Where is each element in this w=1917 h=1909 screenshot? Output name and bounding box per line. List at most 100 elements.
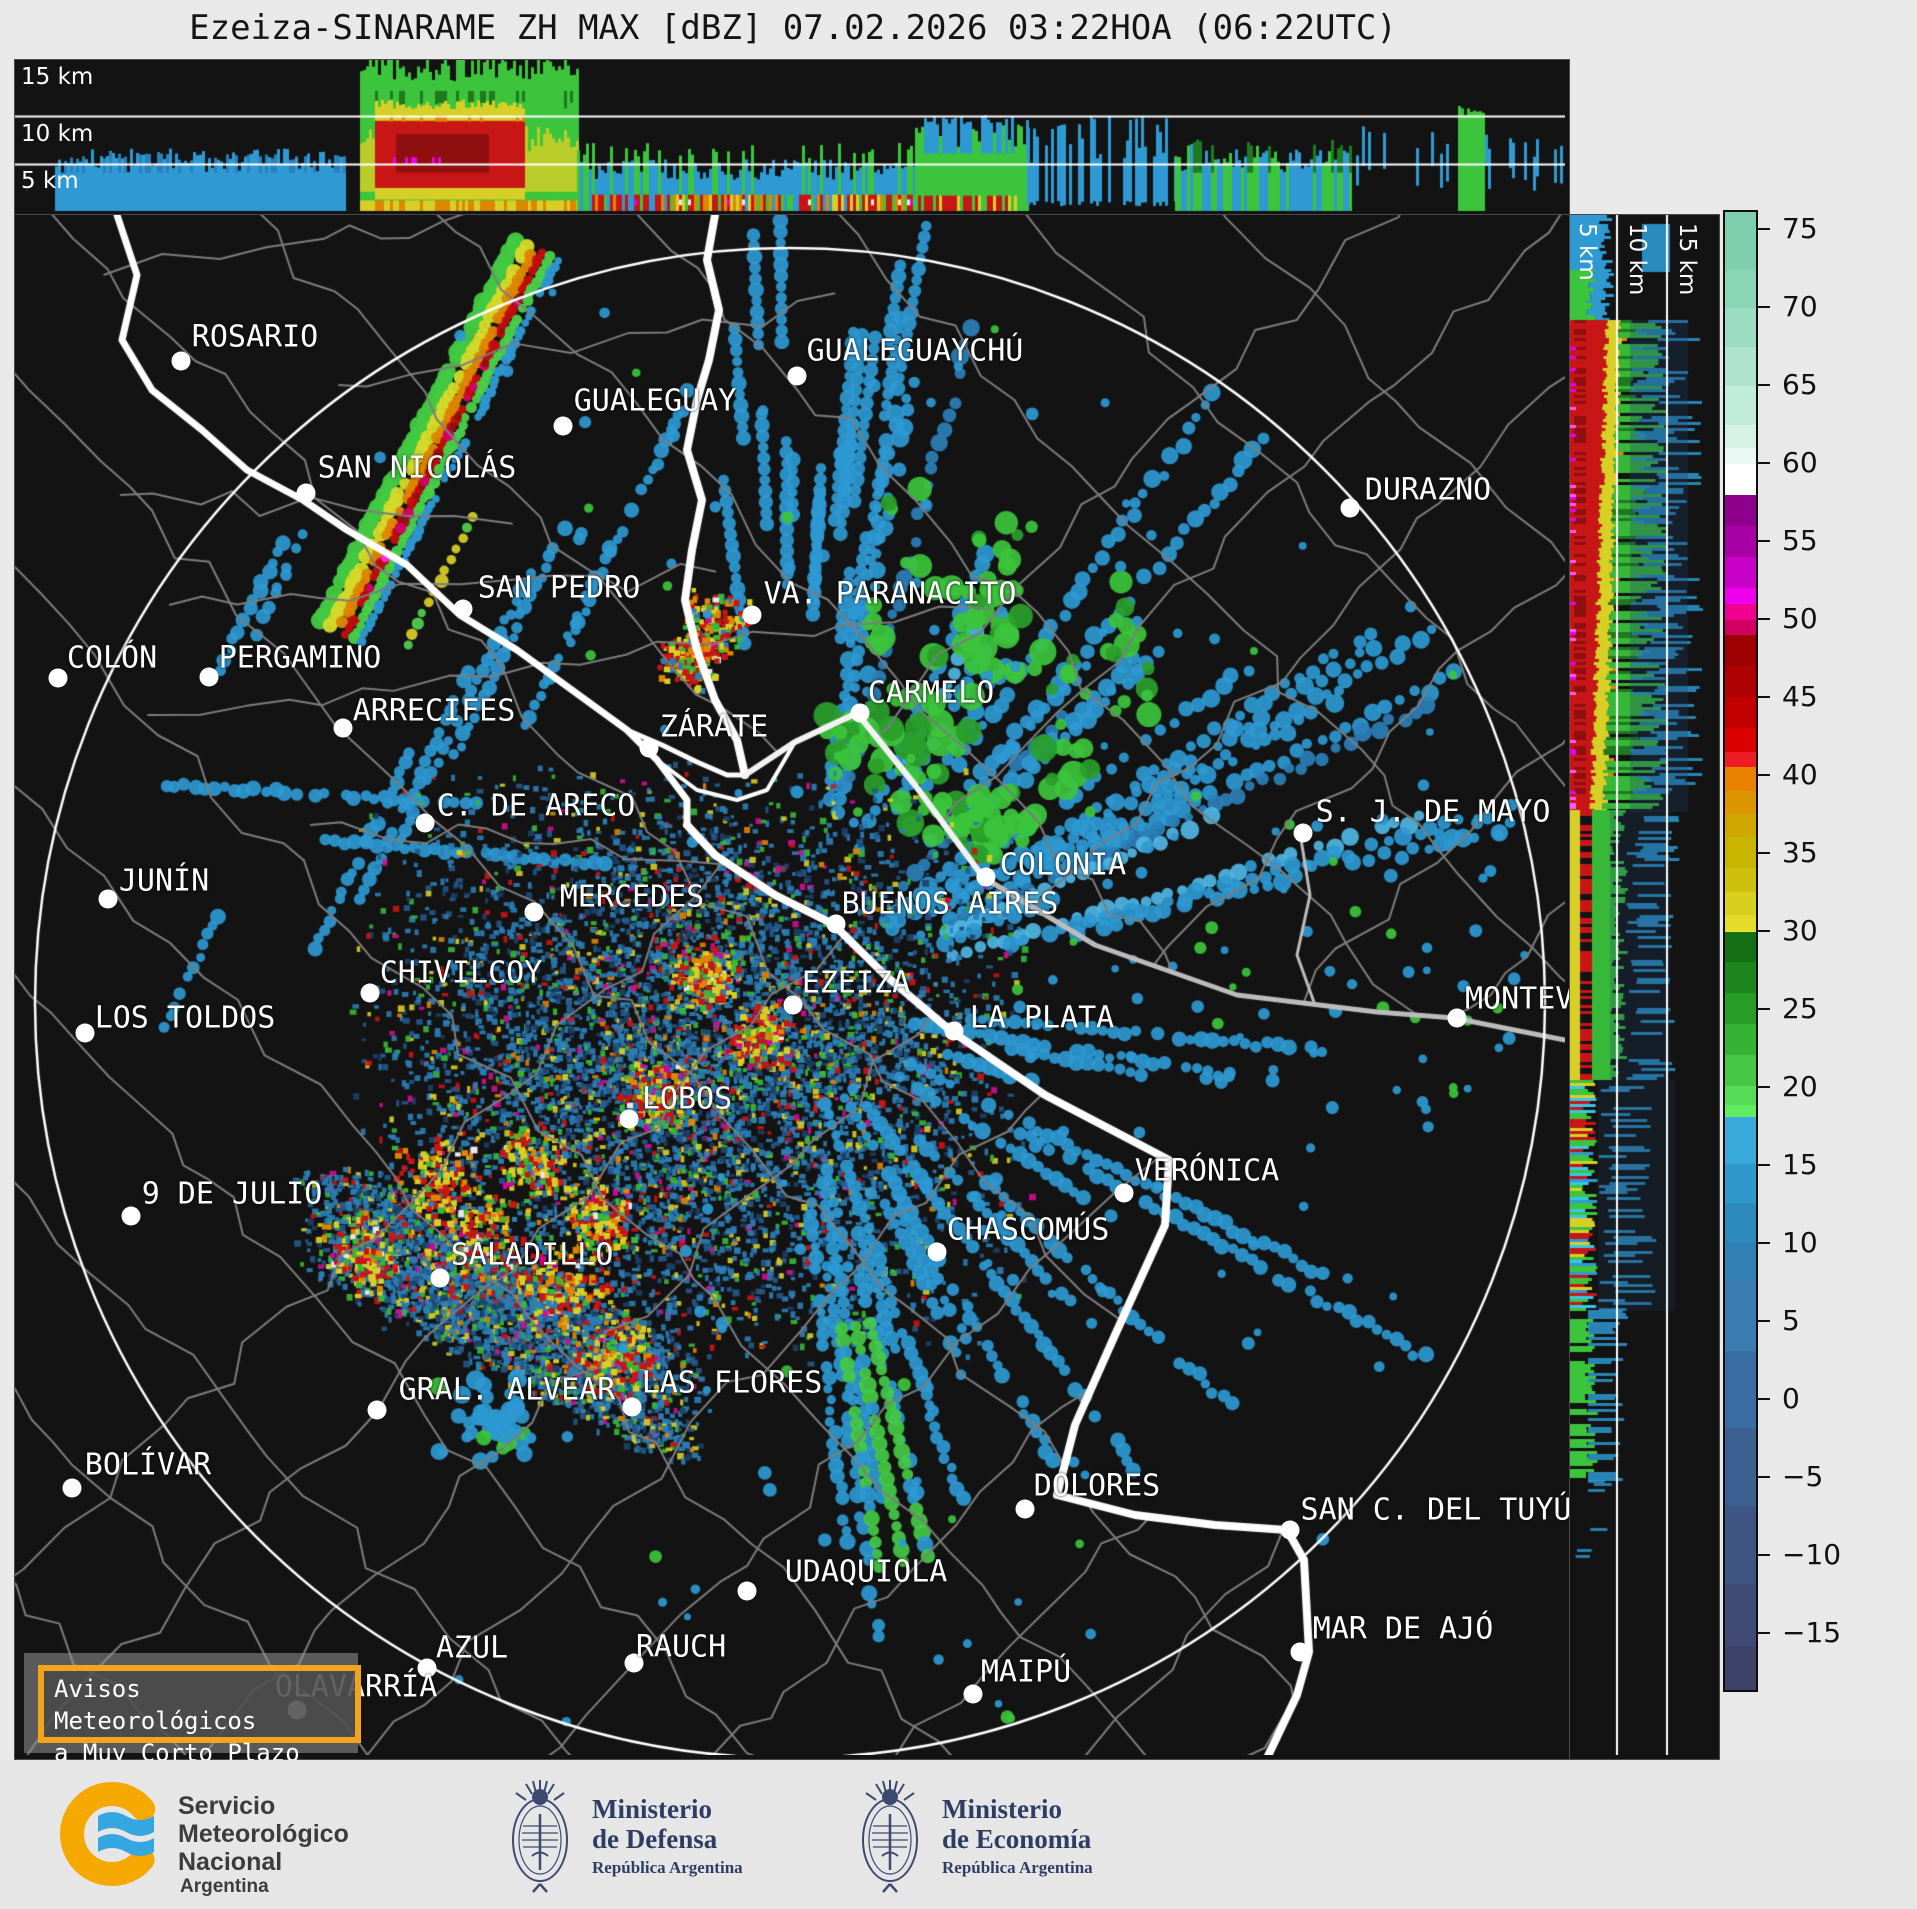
right-cross-section-panel: 5 km 10 km 15 km xyxy=(1569,214,1720,1760)
city-dot[interactable] xyxy=(453,599,473,619)
city-label: UDAQUIOLA xyxy=(784,1554,948,1590)
colorbar-tick-label: 20 xyxy=(1782,1069,1818,1103)
right-cross-section-canvas xyxy=(1570,215,1717,1755)
city-dot[interactable] xyxy=(360,983,380,1003)
colorbar-segment xyxy=(1725,697,1756,729)
city-dot[interactable] xyxy=(333,718,353,738)
city-dot[interactable] xyxy=(826,914,846,934)
smn-name-line4: Argentina xyxy=(180,1876,269,1897)
city-dot[interactable] xyxy=(624,1653,644,1673)
city-dot[interactable] xyxy=(944,1021,964,1041)
colorbar-segment xyxy=(1725,526,1756,558)
city-dot[interactable] xyxy=(199,667,219,687)
city-label: RAUCH xyxy=(635,1629,727,1665)
city-dot[interactable] xyxy=(1290,1642,1310,1662)
colorbar-tick-mark xyxy=(1758,1085,1770,1088)
colorbar-segment xyxy=(1725,992,1756,1024)
colorbar-tick-mark xyxy=(1758,227,1770,230)
defensa-coat-of-arms-icon xyxy=(512,1780,568,1893)
radar-map-canvas[interactable] xyxy=(15,215,1565,1755)
colorbar-segment xyxy=(1725,1583,1756,1647)
city-label: COLÓN xyxy=(66,640,158,676)
city-dot[interactable] xyxy=(1447,1008,1467,1028)
city-dot[interactable] xyxy=(1015,1499,1035,1519)
city-dot[interactable] xyxy=(417,1658,437,1678)
colorbar-tick-mark xyxy=(1758,1397,1770,1400)
city-label: S. J. DE MAYO xyxy=(1315,794,1551,830)
city-label: LA PLATA xyxy=(969,1000,1115,1036)
colorbar-segment xyxy=(1725,728,1756,752)
city-label: LOS TOLDOS xyxy=(94,1000,276,1036)
city-dot[interactable] xyxy=(1293,823,1313,843)
colorbar-segment xyxy=(1725,1117,1756,1164)
city-dot[interactable] xyxy=(75,1023,95,1043)
city-label: ZÁRATE xyxy=(659,709,769,745)
top-cross-section-canvas xyxy=(15,60,1565,212)
colorbar-segment xyxy=(1725,619,1756,636)
city-dot[interactable] xyxy=(927,1242,947,1262)
colorbar-tick-label: 30 xyxy=(1782,913,1818,947)
city-dot[interactable] xyxy=(62,1478,82,1498)
smn-name-line3: Nacional xyxy=(178,1848,283,1876)
city-dot[interactable] xyxy=(1280,1520,1300,1540)
colorbar-tick-label: 0 xyxy=(1782,1381,1800,1415)
colorbar-tick-mark xyxy=(1758,1163,1770,1166)
colorbar-segment xyxy=(1725,1506,1756,1584)
city-dot[interactable] xyxy=(415,813,435,833)
city-dot[interactable] xyxy=(850,703,870,723)
colorbar-tick-label: 10 xyxy=(1782,1225,1818,1259)
city-dot[interactable] xyxy=(783,995,803,1015)
colorbar-tick-label: −5 xyxy=(1782,1459,1824,1493)
city-dot[interactable] xyxy=(296,483,316,503)
city-label: COLONIA xyxy=(999,847,1127,883)
smn-name-line2: Meteorológico xyxy=(178,1820,349,1848)
city-dot[interactable] xyxy=(171,351,191,371)
colorbar-tick-mark xyxy=(1758,1007,1770,1010)
city-dot[interactable] xyxy=(367,1400,387,1420)
colorbar-segment xyxy=(1725,1202,1756,1242)
city-dot[interactable] xyxy=(1114,1183,1134,1203)
colorbar-tick-label: 15 xyxy=(1782,1147,1818,1181)
colorbar-tick-label: 55 xyxy=(1782,523,1818,557)
right-axis-label-5km: 5 km xyxy=(1574,223,1600,281)
colorbar-segment xyxy=(1725,868,1756,892)
city-dot[interactable] xyxy=(619,1109,639,1129)
city-dot[interactable] xyxy=(121,1206,141,1226)
city-label: JUNÍN xyxy=(118,863,210,899)
city-dot[interactable] xyxy=(976,867,996,887)
short-term-warnings-box[interactable]: Avisos Meteorológicos a Muy Corto Plazo xyxy=(38,1665,361,1767)
colorbar-tick-mark xyxy=(1758,851,1770,854)
city-dot[interactable] xyxy=(98,889,118,909)
city-dot[interactable] xyxy=(622,1397,642,1417)
colorbar-segment xyxy=(1725,1646,1756,1690)
colorbar-tick-label: 5 xyxy=(1782,1303,1800,1337)
colorbar-tick-mark xyxy=(1758,1475,1770,1478)
colorbar-segment xyxy=(1725,790,1756,814)
city-dot[interactable] xyxy=(639,738,659,758)
colorbar-tick-label: 70 xyxy=(1782,289,1818,323)
colorbar-segment xyxy=(1725,1055,1756,1087)
city-label: PERGAMINO xyxy=(218,640,382,676)
colorbar-tick-label: 40 xyxy=(1782,757,1818,791)
city-dot[interactable] xyxy=(787,366,807,386)
city-label: LOBOS xyxy=(641,1081,733,1117)
city-dot[interactable] xyxy=(553,416,573,436)
city-dot[interactable] xyxy=(742,605,762,625)
colorbar-segment xyxy=(1725,767,1756,791)
city-dot[interactable] xyxy=(48,668,68,688)
colorbar-tick-label: 35 xyxy=(1782,835,1818,869)
colorbar-segment xyxy=(1725,1241,1756,1281)
city-dot[interactable] xyxy=(1340,498,1360,518)
city-dot[interactable] xyxy=(430,1268,450,1288)
defensa-line3: República Argentina xyxy=(592,1858,743,1877)
colorbar-segment xyxy=(1725,269,1756,309)
colorbar-tick-label: 60 xyxy=(1782,445,1818,479)
city-label: ARRECIFES xyxy=(352,693,516,729)
city-label: SAN NICOLÁS xyxy=(317,450,517,486)
city-label: SALADILLO xyxy=(450,1237,614,1273)
defensa-line2: de Defensa xyxy=(592,1824,718,1854)
city-dot[interactable] xyxy=(963,1684,983,1704)
colorbar-tick-label: −15 xyxy=(1782,1615,1842,1649)
city-dot[interactable] xyxy=(737,1581,757,1601)
city-dot[interactable] xyxy=(524,902,544,922)
